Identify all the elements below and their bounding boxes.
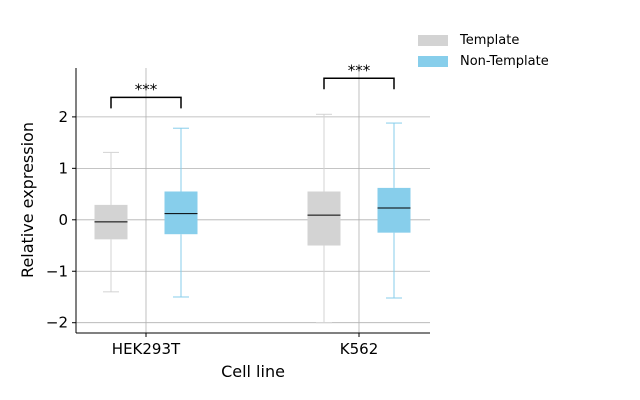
y-tick-label: 2 [58, 108, 68, 126]
y-axis-title: Relative expression [18, 122, 37, 278]
box-non-template-hek293t [164, 127, 198, 298]
legend-swatch-template [418, 35, 448, 46]
significance-label: *** [135, 80, 158, 98]
box-template-hek293t [94, 151, 128, 293]
y-tick-label: 0 [58, 211, 68, 229]
x-tick-label: K562 [340, 340, 378, 358]
significance-bracket: *** [323, 61, 395, 90]
y-tick-label: 1 [58, 159, 68, 177]
x-axis-title: Cell line [221, 362, 285, 381]
significance-annotations: *** *** [110, 61, 395, 109]
box-series [94, 113, 411, 324]
box-template-k562 [307, 113, 341, 324]
bracket-line [110, 96, 182, 109]
axes: −2 −1 0 1 2 HEK293T K562 [46, 68, 430, 358]
legend-swatch-non-template [418, 56, 448, 67]
box-iqr [307, 191, 341, 246]
y-tick-label: −1 [46, 262, 68, 280]
box-iqr [164, 191, 198, 235]
box-iqr [377, 187, 411, 233]
x-tick-label: HEK293T [112, 340, 181, 358]
significance-bracket: *** [110, 80, 182, 109]
significance-label: *** [348, 61, 371, 79]
grid [76, 68, 430, 333]
legend: Template Non-Template [418, 30, 549, 72]
bracket-line [323, 77, 395, 90]
y-tick-label: −2 [46, 314, 68, 332]
legend-item-template: Template [418, 30, 549, 51]
legend-label-template: Template [460, 33, 520, 48]
legend-item-non-template: Non-Template [418, 51, 549, 72]
legend-label-non-template: Non-Template [460, 54, 549, 69]
box-non-template-k562 [377, 122, 411, 299]
